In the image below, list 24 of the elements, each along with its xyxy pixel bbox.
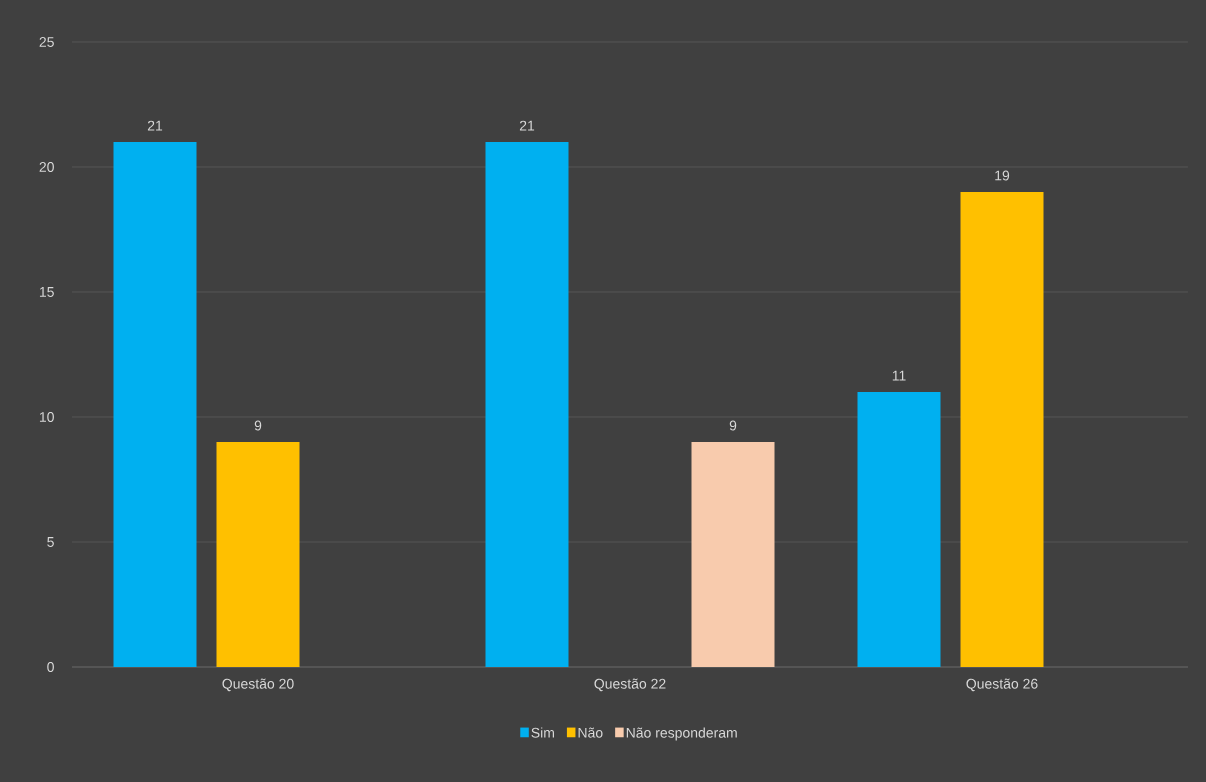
y-tick-label: 0 — [47, 662, 54, 672]
y-tick-label: 10 — [39, 412, 54, 422]
legend-label: Sim — [531, 727, 554, 738]
x-tick-label: Questão 20 — [222, 678, 294, 692]
data-label: 11 — [892, 370, 906, 381]
y-tick-label: 15 — [39, 287, 54, 297]
bar — [960, 191, 1044, 667]
bar — [857, 392, 941, 667]
legend-label: Não responderam — [626, 727, 737, 741]
data-label: 19 — [995, 170, 1010, 181]
x-tick-label: Questão 26 — [966, 678, 1038, 692]
data-label: 9 — [729, 420, 737, 431]
y-tick-label: 5 — [47, 537, 54, 547]
bar — [485, 142, 569, 667]
bar — [691, 442, 775, 667]
data-label: 21 — [519, 120, 535, 131]
y-tick-label: 20 — [39, 162, 54, 172]
legend-label: Não — [578, 727, 603, 738]
bar — [216, 442, 300, 667]
data-label: 21 — [147, 120, 163, 131]
bar — [113, 142, 197, 667]
data-label: 9 — [254, 420, 262, 431]
x-tick-label: Questão 22 — [594, 678, 666, 692]
y-tick-label: 25 — [39, 37, 54, 47]
